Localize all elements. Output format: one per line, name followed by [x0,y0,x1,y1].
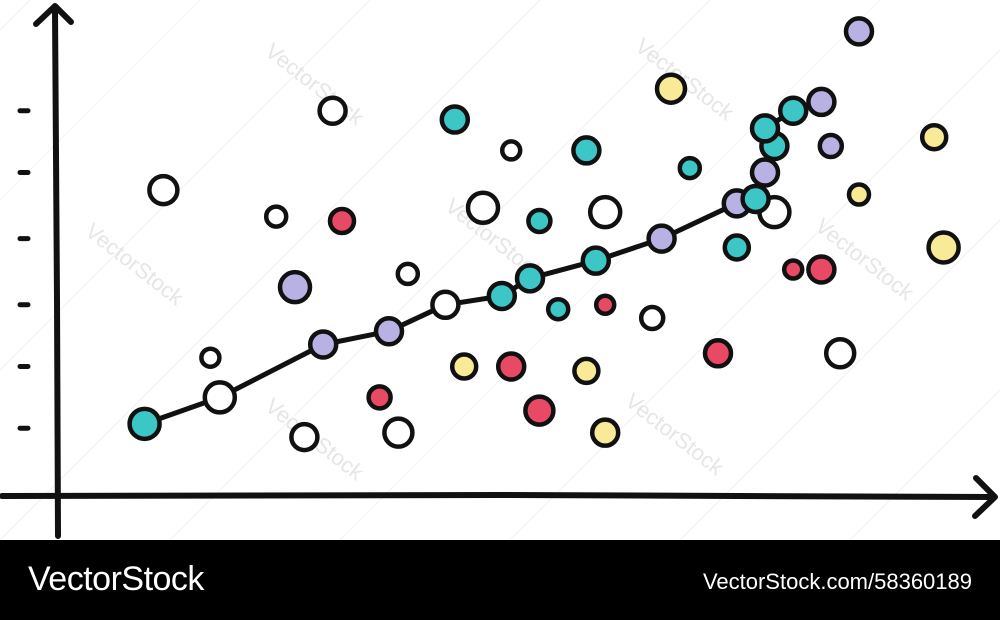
brand-logo-text: VectorStock [28,560,204,598]
watermark-line [0,0,541,540]
scatter-point [817,132,845,160]
scatter-point [722,233,752,262]
trend-point [373,315,405,347]
watermark-layer: VectorStock VectorStock VectorStock VectorS… [0,0,1000,540]
image-id-link[interactable]: VectorStock.com/58360189 [702,569,972,594]
trend-point [646,223,677,254]
trend-line [142,99,824,427]
watermark-text: VectorStock [81,218,190,311]
trend-point [486,280,518,312]
scatter-point [919,122,949,152]
watermark-text: VectorStock [631,33,740,126]
scatter-point [587,194,623,230]
trend-point [202,380,238,415]
scatter-point [495,351,527,382]
scatter-chart: VectorStock VectorStock VectorStock VectorS… [0,0,1000,540]
trend-point [430,289,461,321]
watermark-line [0,0,371,371]
trend-point [514,263,546,294]
scatter-point [317,95,348,126]
watermark-line [849,389,1000,540]
trend-point [806,86,837,118]
scatter-point [589,417,621,448]
scatter-point [199,346,222,369]
x-axis-line [0,491,996,500]
watermark-text: VectorStock [621,388,730,481]
scatter-point [449,352,479,381]
scatter-point [823,337,857,370]
scatter-point [382,416,415,449]
scatter-point [572,356,601,386]
watermark-line [339,0,881,540]
watermark-line [0,0,31,31]
trend-point [580,245,612,276]
scatter-point [677,155,703,181]
scatter-point [277,269,313,305]
scatter-point [702,338,734,369]
scatter-point [327,206,357,236]
scatter-point [263,204,289,229]
y-axis-arrowhead [33,3,74,27]
scatter-point [571,135,602,166]
scatter-point [806,254,837,285]
chart-axes [0,3,998,539]
scatter-point [638,304,666,332]
watermark-line [679,219,1000,540]
scatter-point [499,139,523,162]
scatter-point [545,296,571,322]
watermark-line [0,0,201,201]
scatter-point [523,394,556,427]
scatter-point [439,104,471,135]
scatter-point [781,258,805,281]
scatter-point [465,190,501,226]
trend-point [749,157,781,188]
scatter-point [654,72,688,105]
watermark-text: VectorStock [261,38,370,131]
scatter-point [526,207,553,235]
y-axis-line [52,7,61,539]
watermark-line [169,0,711,540]
x-axis-arrowhead [972,475,998,519]
trend-point [777,95,809,126]
scatter-point [147,173,180,207]
trend-point [307,329,339,360]
scatter-point [846,182,872,207]
y-tick-marks [17,108,31,431]
scatter-point [366,384,393,411]
trend-points [127,86,837,442]
scatter-point [289,421,320,453]
trend-point [749,113,781,144]
trend-point [127,406,162,442]
scatter-point [395,261,421,287]
scatter-point [593,293,617,317]
scatter-point [843,16,875,47]
scatter-point [926,230,961,265]
trend-point [740,183,771,215]
scatter-points [147,16,961,453]
watermark-line [509,49,1000,540]
footer-bar: VectorStock VectorStock.com/58360189 [0,540,1000,620]
